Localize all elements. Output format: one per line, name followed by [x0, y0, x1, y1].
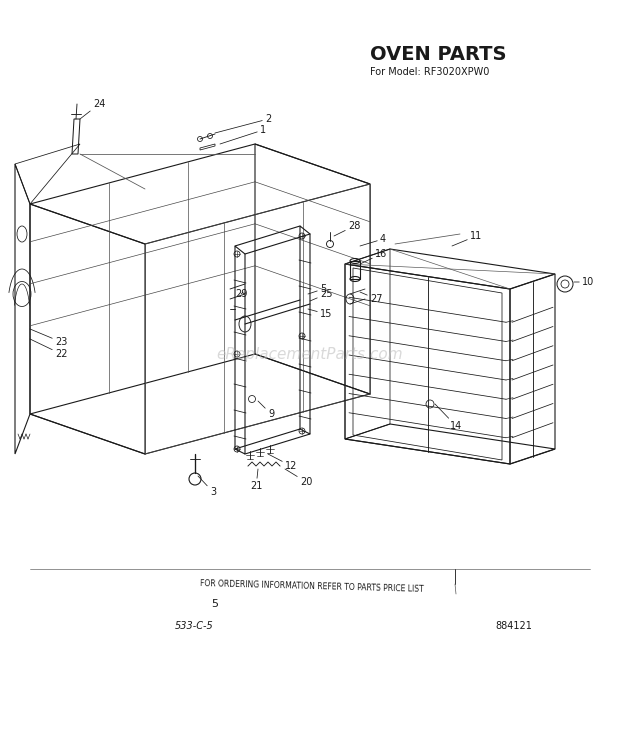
Text: 16: 16	[360, 249, 388, 264]
Text: 22: 22	[30, 339, 68, 359]
Text: 15: 15	[308, 309, 332, 319]
Text: 23: 23	[30, 329, 68, 347]
Text: OVEN PARTS: OVEN PARTS	[370, 45, 507, 63]
Text: 5: 5	[211, 599, 218, 609]
Text: 28: 28	[334, 221, 360, 236]
Text: 4: 4	[360, 234, 386, 246]
Text: 12: 12	[268, 454, 298, 471]
Text: 24: 24	[80, 99, 105, 119]
Text: 21: 21	[250, 469, 262, 491]
Text: FOR ORDERING INFORMATION REFER TO PARTS PRICE LIST: FOR ORDERING INFORMATION REFER TO PARTS …	[200, 579, 424, 594]
Text: 2: 2	[215, 114, 272, 133]
Text: 14: 14	[435, 404, 463, 431]
Text: eReplacementParts.com: eReplacementParts.com	[216, 347, 404, 362]
Text: 5: 5	[308, 284, 326, 294]
Text: 25: 25	[310, 289, 332, 301]
Text: 27: 27	[360, 292, 383, 304]
Text: 1: 1	[220, 125, 266, 144]
Text: For Model: RF3020XPW0: For Model: RF3020XPW0	[370, 67, 489, 77]
Text: 20: 20	[285, 469, 312, 487]
Text: 29: 29	[235, 289, 247, 299]
Text: 884121: 884121	[495, 621, 532, 631]
Text: 533-C-5: 533-C-5	[175, 621, 214, 631]
Text: 3: 3	[198, 476, 216, 497]
Text: 11: 11	[452, 231, 482, 246]
Text: 9: 9	[258, 401, 274, 419]
Text: 10: 10	[574, 277, 594, 287]
